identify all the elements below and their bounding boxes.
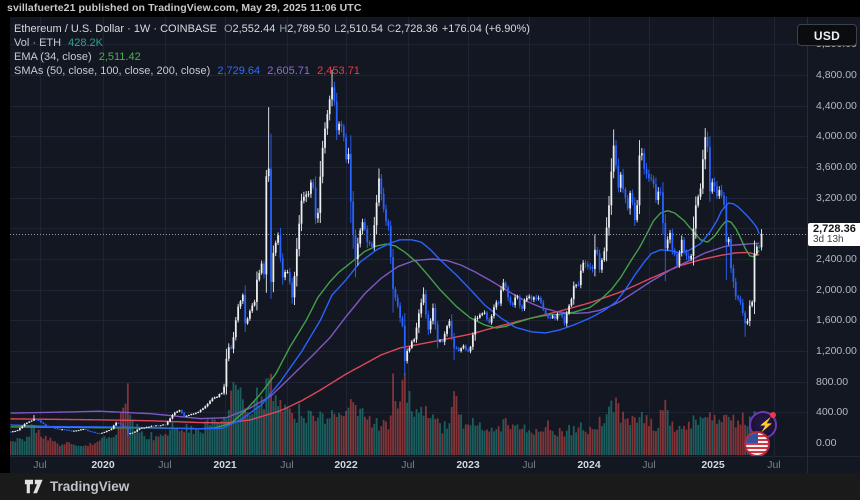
volume-value: 428.2K (68, 37, 104, 49)
last-price-value: 2,728.36 (813, 222, 856, 235)
time-tick-year: 2023 (456, 459, 480, 471)
time-tick-year: 2022 (334, 459, 358, 471)
time-tick-month: Jul (158, 459, 172, 471)
price-chart-canvas[interactable] (10, 17, 807, 456)
price-tick: 4,000.00 (816, 130, 857, 143)
price-tick: 2,000.00 (816, 283, 857, 296)
price-tick: 1,200.00 (816, 344, 857, 357)
symbol-title: Ethereum / U.S. Dollar · 1W · COINBASE (14, 23, 217, 35)
time-tick-month: Jul (767, 459, 781, 471)
usd-flag-icon (744, 431, 770, 457)
time-tick-year: 2025 (701, 459, 725, 471)
time-tick-month: Jul (280, 459, 294, 471)
chart-legend: Ethereum / U.S. Dollar · 1W · COINBASE O2… (14, 22, 530, 78)
price-tick: 1,600.00 (816, 314, 857, 327)
change-value: +176.04 (+6.90%) (441, 23, 530, 35)
volume-row[interactable]: Vol · ETH 428.2K (14, 36, 530, 50)
high-value: 2,789.50 (287, 23, 331, 35)
attribution-bar: svillafuerte21 published on TradingView.… (0, 0, 860, 17)
sma50-value: 2,729.64 (217, 65, 261, 77)
bar-countdown: 3d 13h (813, 233, 844, 245)
sma100-value: 2,605.71 (267, 65, 311, 77)
open-label: O (223, 23, 233, 35)
symbol-row[interactable]: Ethereum / U.S. Dollar · 1W · COINBASE O2… (14, 22, 530, 36)
low-label: L (334, 23, 341, 35)
time-tick-year: 2020 (91, 459, 115, 471)
time-tick-year: 2021 (213, 459, 237, 471)
price-axis-border (807, 17, 808, 473)
sma-label: SMAs (50, close, 100, close, 200, close) (14, 65, 211, 77)
sma-row[interactable]: SMAs (50, close, 100, close, 200, close)… (14, 64, 530, 78)
currency-toggle-button[interactable]: USD (797, 24, 857, 46)
price-tick: 4,400.00 (816, 99, 857, 112)
ema-row[interactable]: EMA (34, close) 2,511.42 (14, 50, 530, 64)
ema-label: EMA (34, close) (14, 51, 92, 63)
price-tick: 400.00 (816, 406, 849, 419)
tradingview-logo-icon (24, 479, 43, 494)
time-tick-month: Jul (33, 459, 47, 471)
high-label: H (279, 23, 288, 35)
attribution-text: svillafuerte21 published on TradingView.… (7, 2, 362, 14)
footer-bar: TradingView (0, 473, 860, 500)
time-tick-year: 2024 (577, 459, 601, 471)
price-tick: 800.00 (816, 375, 849, 388)
tradingview-brand-link[interactable]: TradingView (24, 478, 129, 495)
price-tick: 0.00 (816, 437, 837, 449)
price-tick: 2,400.00 (816, 252, 857, 265)
price-tick: 3,200.00 (816, 191, 857, 204)
time-tick-month: Jul (522, 459, 536, 471)
close-label: C (387, 23, 396, 35)
close-value: 2,728.36 (395, 23, 438, 35)
time-axis[interactable]: Jul 2020 Jul 2021 Jul 2022 Jul 2023 Jul 2024 Jul 20… (10, 456, 860, 474)
ema-value: 2,511.42 (98, 51, 141, 63)
flag-canton (746, 433, 758, 443)
time-tick-month: Jul (642, 459, 656, 471)
price-tick: 4,800.00 (816, 68, 857, 81)
open-value: 2,552.44 (232, 23, 276, 35)
chart-panel: Ethereum / U.S. Dollar · 1W · COINBASE O2… (10, 17, 860, 473)
tradingview-brand-text: TradingView (50, 479, 130, 494)
sma200-value: 2,453.71 (317, 65, 360, 77)
price-tick: 3,600.00 (816, 160, 857, 173)
red-dot-icon (770, 412, 776, 418)
time-tick-month: Jul (401, 459, 415, 471)
low-value: 2,510.54 (340, 23, 384, 35)
last-price-label: 2,728.36 3d 13h (808, 222, 860, 246)
volume-label: Vol · ETH (14, 37, 62, 49)
lightning-icon: ⚡ (758, 417, 775, 432)
